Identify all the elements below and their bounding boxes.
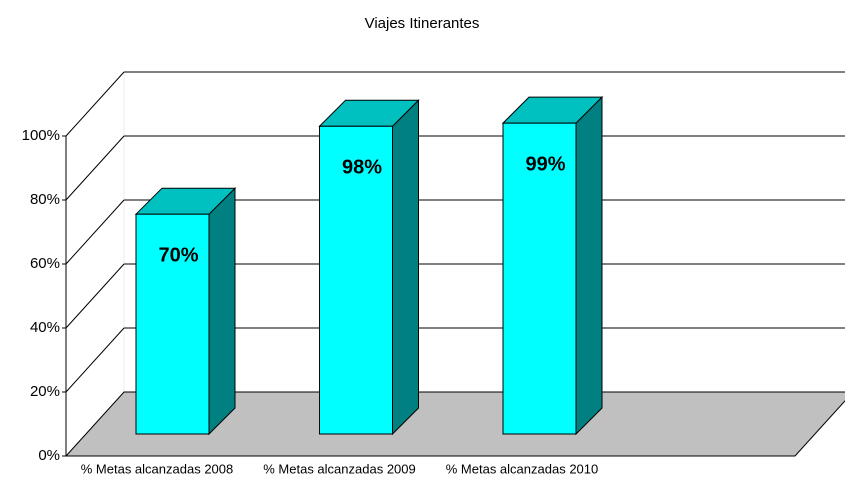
y-tick-label: 40% bbox=[30, 319, 60, 336]
bar-side bbox=[392, 99, 419, 436]
bar-side bbox=[575, 95, 603, 436]
data-label: 70% bbox=[158, 244, 198, 266]
bar bbox=[135, 213, 210, 435]
data-label: 98% bbox=[342, 157, 382, 179]
chart-title: Viajes Itinerantes bbox=[365, 15, 480, 32]
y-tick-label: 60% bbox=[30, 255, 60, 272]
grid-line bbox=[65, 199, 125, 265]
bar bbox=[502, 122, 577, 435]
x-tick-label: % Metas alcanzadas 2009 bbox=[263, 461, 415, 476]
grid-line bbox=[65, 327, 125, 393]
bar-side bbox=[208, 186, 236, 436]
data-label: 99% bbox=[525, 153, 565, 175]
grid-line bbox=[65, 263, 125, 329]
y-tick-label: 20% bbox=[30, 383, 60, 400]
y-tick-label: 80% bbox=[30, 191, 60, 208]
y-tick-label: 100% bbox=[22, 127, 60, 144]
x-tick-label: % Metas alcanzadas 2008 bbox=[81, 461, 233, 476]
y-tick-label: 0% bbox=[38, 447, 60, 464]
floor bbox=[64, 391, 845, 457]
x-tick-label: % Metas alcanzadas 2010 bbox=[446, 461, 598, 476]
grid-line bbox=[65, 135, 125, 201]
bar bbox=[319, 125, 393, 435]
grid-line bbox=[65, 71, 125, 137]
